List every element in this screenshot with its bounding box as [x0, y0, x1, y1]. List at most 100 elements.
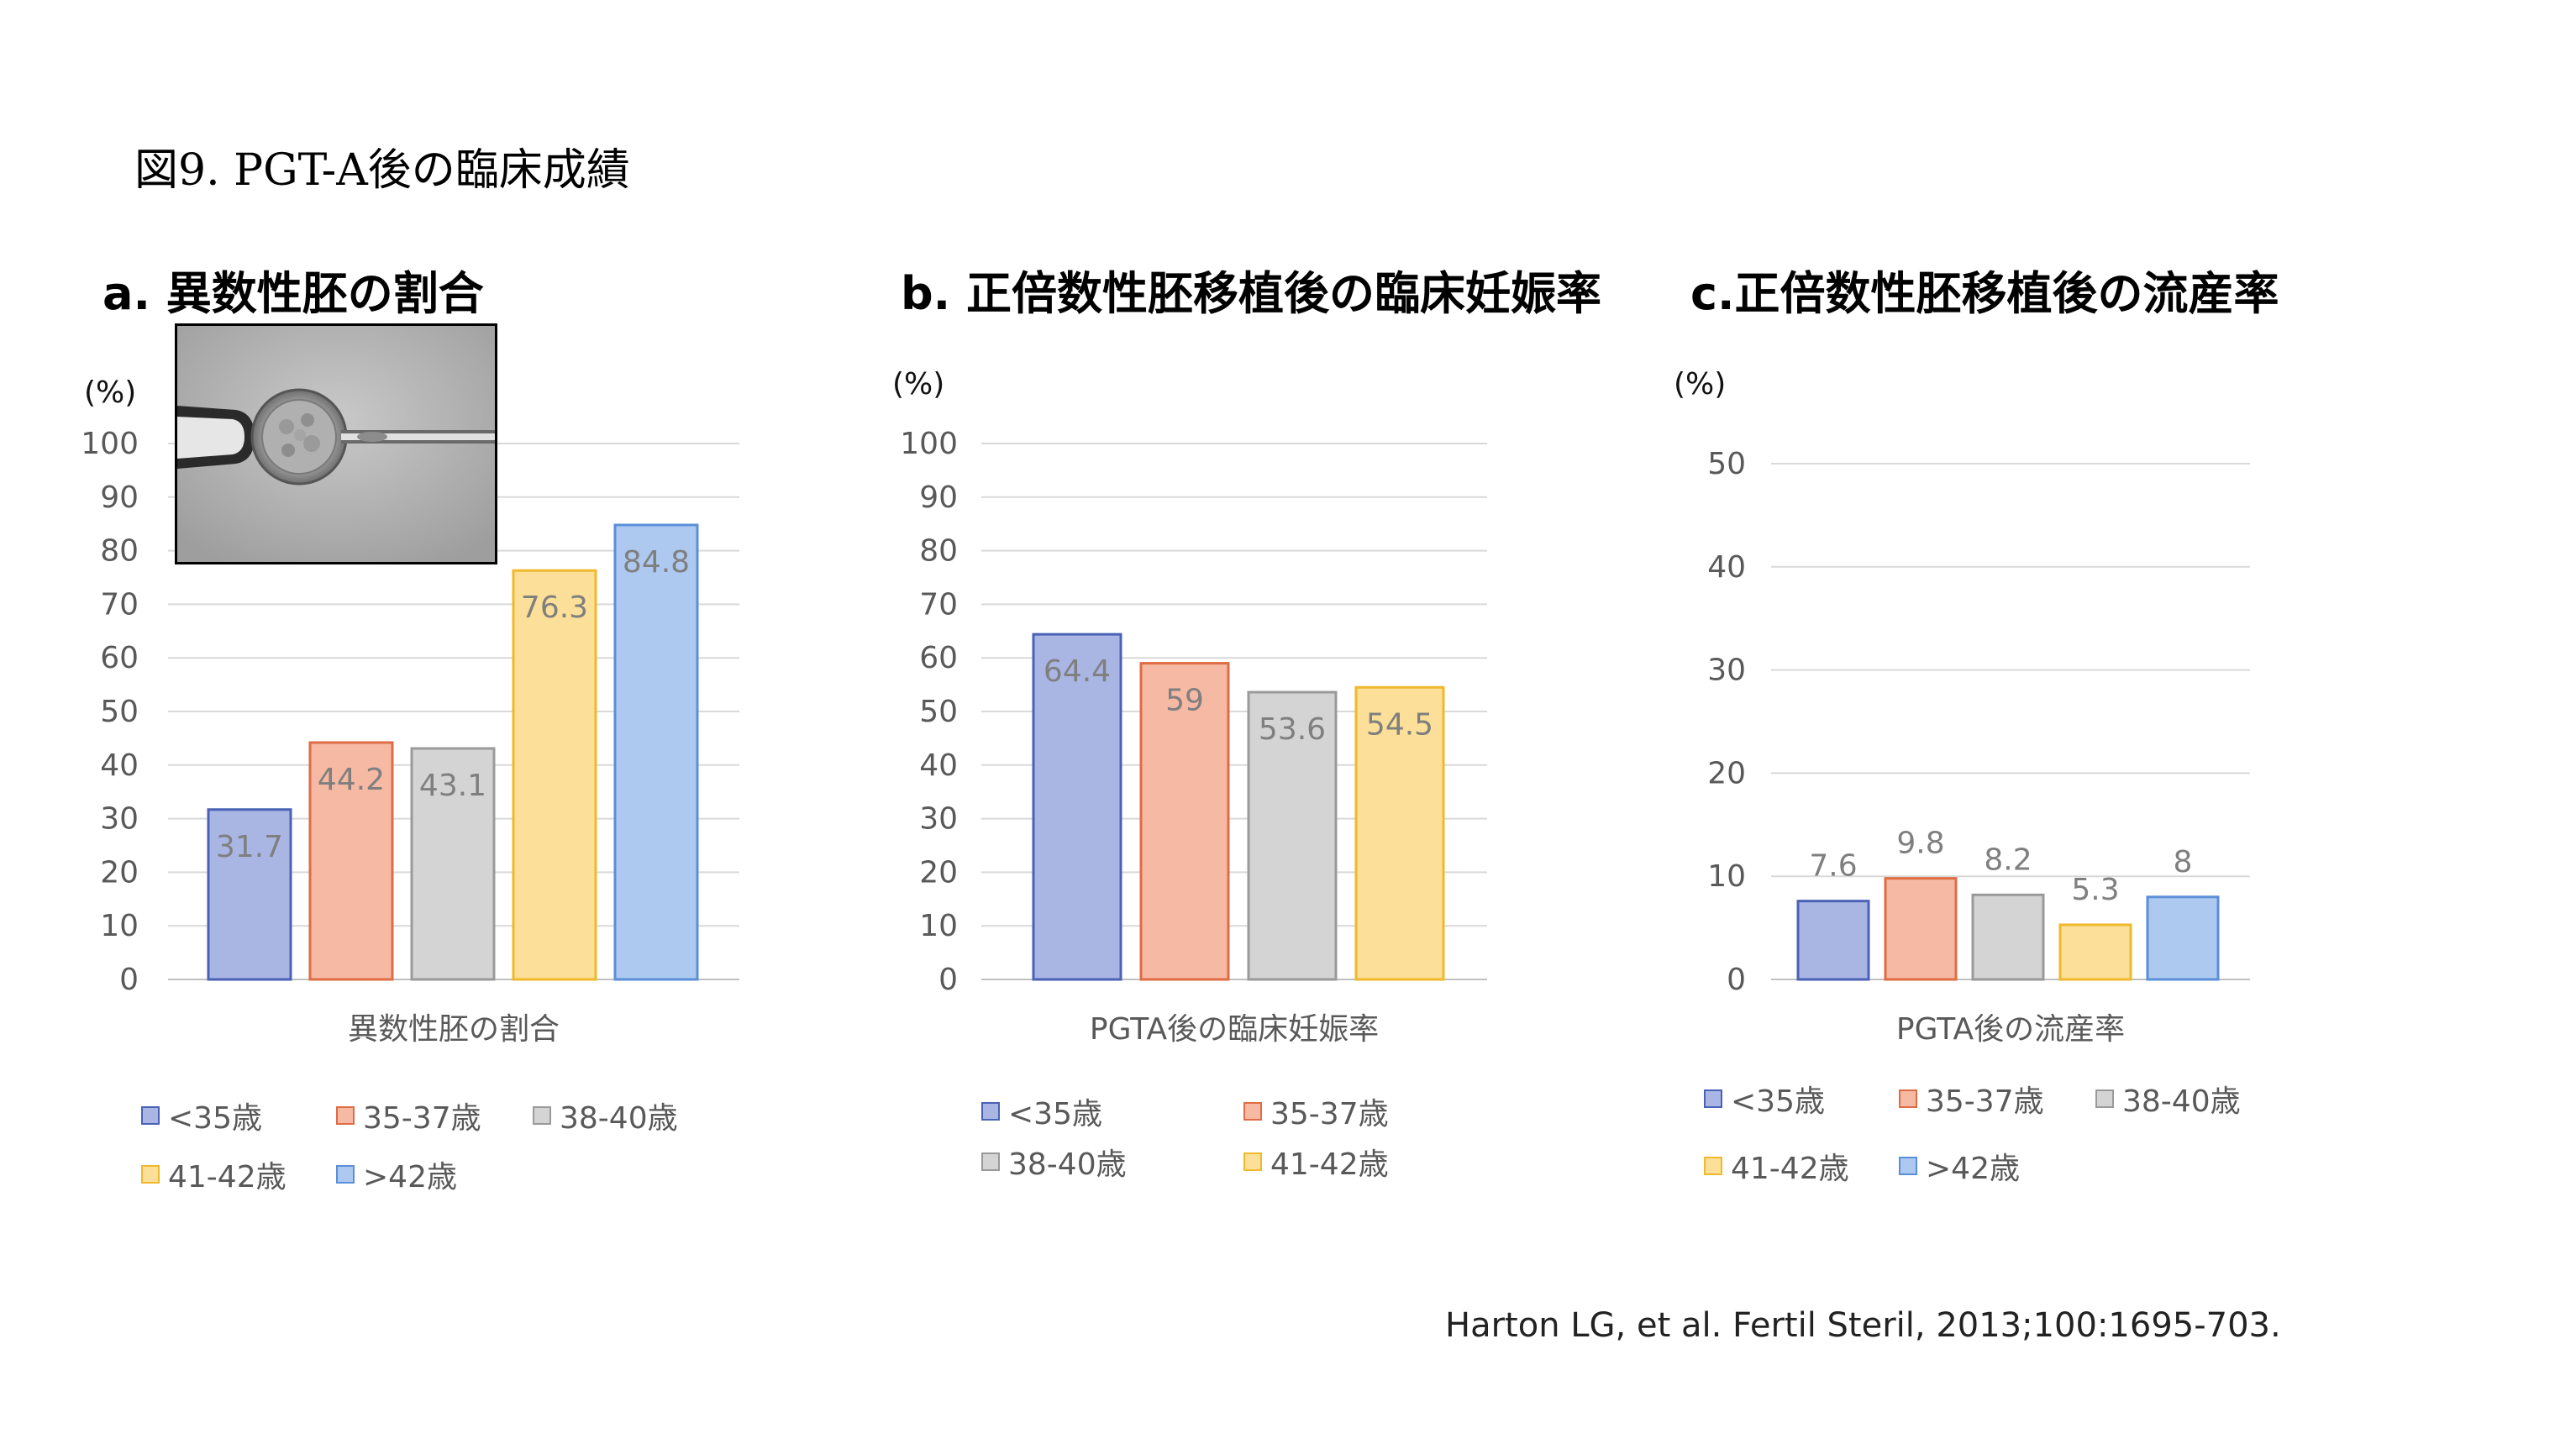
- legend-swatch: [1899, 1157, 1917, 1175]
- legend-label: 35-37歳: [1270, 1097, 1389, 1131]
- bar-35-37歳: [308, 741, 394, 981]
- legend-swatch: [981, 1102, 1000, 1121]
- legend-a-item-4: 41-42歳: [141, 1152, 287, 1196]
- bar-41-42歳: [2058, 923, 2132, 981]
- legend-label: <35歳: [168, 1101, 262, 1136]
- y-tick-label: 80: [919, 534, 958, 569]
- legend-label: 41-42歳: [168, 1160, 287, 1194]
- panel-a-unit: (%): [84, 375, 137, 410]
- y-tick-label: 40: [919, 748, 958, 783]
- legend-swatch: [1704, 1089, 1722, 1108]
- citation: Harton LG, et al. Fertil Steril, 2013;10…: [1445, 1306, 2281, 1345]
- y-tick-label: 70: [100, 587, 139, 622]
- legend-label: 38-40歳: [560, 1101, 678, 1136]
- legend-c-item-2: 35-37歳: [1899, 1077, 2044, 1121]
- legend-label: <35歳: [1731, 1084, 1825, 1119]
- legend-swatch: [336, 1106, 355, 1125]
- legend-label: 41-42歳: [1270, 1147, 1389, 1182]
- legend-label: <35歳: [1008, 1097, 1102, 1131]
- chart-panel-1: 0 10 20 30 40 50 60 70 80 90 100 64.4 59 53.6 54.5: [900, 427, 1487, 997]
- legend-c-item-3: 38-40歳: [2095, 1077, 2241, 1121]
- embryo-biopsy-photo: [175, 323, 497, 564]
- y-tick-label: 50: [1707, 447, 1746, 481]
- y-tick-label: 10: [1707, 859, 1746, 894]
- legend-swatch: [141, 1106, 160, 1125]
- y-tick-label: 90: [100, 480, 139, 515]
- legend-a-item-3: 38-40歳: [533, 1094, 678, 1137]
- y-tick-label: 50: [100, 695, 139, 729]
- y-tick-label: 10: [100, 909, 139, 943]
- data-label: 43.1: [419, 769, 486, 803]
- y-tick-label: 80: [100, 534, 139, 569]
- data-label: 8.2: [1984, 843, 2032, 877]
- legend-c-item-5: >42歳: [1899, 1144, 2020, 1188]
- bar-41-42歳: [1354, 685, 1445, 981]
- legend-swatch: [1243, 1152, 1262, 1171]
- legend-a-item-1: <35歳: [141, 1094, 262, 1137]
- y-tick-label: 20: [100, 855, 139, 890]
- y-tick-label: 60: [919, 641, 958, 675]
- panel-b-xlabel: PGTA後の臨床妊娠率: [1089, 1012, 1380, 1047]
- panel-a-xlabel: 異数性胚の割合: [347, 1012, 560, 1047]
- data-label: 53.6: [1259, 712, 1326, 747]
- legend-b-item-1: <35歳: [981, 1089, 1102, 1133]
- bar-38-40歳: [1971, 893, 2045, 981]
- y-tick-label: 30: [1707, 654, 1746, 688]
- y-tick-label: 40: [1707, 550, 1746, 585]
- panel-c-title: c.正倍数性胚移植後の流産率: [1690, 267, 2279, 320]
- legend-swatch: [141, 1165, 160, 1184]
- legend-swatch: [2095, 1089, 2114, 1108]
- bar-35-37歳: [1139, 662, 1230, 981]
- panel-c-unit: (%): [1674, 367, 1727, 402]
- legend-swatch: [533, 1106, 551, 1125]
- legend-c-item-4: 41-42歳: [1704, 1144, 1849, 1188]
- data-label: 44.2: [318, 763, 385, 797]
- y-tick-label: 30: [919, 802, 958, 837]
- legend-swatch: [1704, 1157, 1722, 1175]
- legend-b-item-3: 38-40歳: [981, 1140, 1127, 1184]
- legend-swatch: [981, 1152, 1000, 1171]
- panel-b-unit: (%): [892, 367, 945, 402]
- data-label: 54.5: [1366, 707, 1433, 742]
- data-label: 31.7: [216, 830, 283, 864]
- bar->42歳: [613, 523, 699, 981]
- y-tick-label: 50: [919, 695, 958, 729]
- legend-c-item-1: <35歳: [1704, 1077, 1825, 1121]
- y-tick-label: 0: [938, 963, 958, 997]
- bar-38-40歳: [410, 747, 496, 981]
- chart-panel-2: 0 10 20 30 40 50 7.6 9.8 8.2 5.3 8: [1707, 447, 2250, 997]
- y-tick-label: 60: [100, 641, 139, 675]
- bar-38-40歳: [1247, 690, 1338, 981]
- legend-b-item-2: 35-37歳: [1243, 1089, 1389, 1133]
- y-tick-label: 90: [919, 480, 958, 515]
- panel-b-title: b. 正倍数性胚移植後の臨床妊娠率: [901, 267, 1601, 320]
- data-label: 64.4: [1044, 654, 1111, 689]
- legend-b-item-4: 41-42歳: [1243, 1140, 1389, 1184]
- data-label: 59: [1165, 684, 1204, 718]
- y-tick-label: 20: [1707, 756, 1746, 790]
- bar-35-37歳: [1884, 877, 1958, 981]
- legend-swatch: [1899, 1089, 1917, 1108]
- legend-swatch: [336, 1165, 355, 1184]
- data-label: 8: [2174, 845, 2193, 879]
- y-tick-label: 100: [81, 427, 139, 461]
- bar-<35歳: [1796, 900, 1870, 981]
- legend-label: 38-40歳: [1008, 1147, 1127, 1182]
- bar-<35歳: [207, 808, 292, 981]
- y-tick-label: 20: [919, 855, 958, 890]
- y-tick-label: 0: [1727, 963, 1746, 997]
- legend-label: >42歳: [363, 1160, 457, 1194]
- bar-<35歳: [1032, 633, 1122, 981]
- legend-a-item-2: 35-37歳: [336, 1094, 481, 1137]
- data-label: 84.8: [623, 545, 690, 580]
- y-tick-label: 40: [100, 748, 139, 783]
- legend-label: 38-40歳: [2122, 1084, 2241, 1119]
- data-label: 7.6: [1809, 849, 1857, 884]
- legend-label: 35-37歳: [363, 1101, 481, 1136]
- legend-label: >42歳: [1926, 1152, 2020, 1186]
- legend-a-item-5: >42歳: [336, 1152, 457, 1196]
- y-tick-label: 100: [900, 427, 958, 461]
- y-tick-label: 0: [119, 963, 139, 997]
- bar-41-42歳: [512, 569, 597, 981]
